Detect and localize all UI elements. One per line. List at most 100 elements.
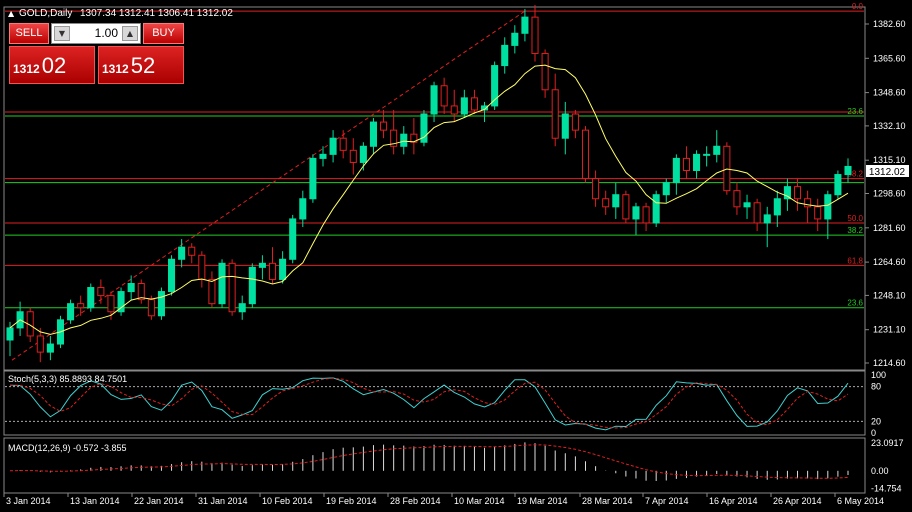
candle-body [753,202,761,224]
candle-body [36,335,44,353]
x-tick-label: 19 Feb 2014 [326,496,377,506]
candle-body [763,214,771,224]
candle-body [218,262,226,305]
lot-size-input[interactable]: ▼ 1.00 ▲ [51,23,141,44]
candle [581,126,590,183]
candle [561,101,569,155]
candle [652,190,660,227]
candle [804,190,812,223]
candle-body [329,137,337,155]
candle [814,198,822,232]
candle [713,130,721,163]
candle [521,9,529,42]
candle-body [581,129,590,180]
candle [511,25,519,54]
sell-price-pips: 02 [41,53,67,78]
stoch-tick-label: 20 [871,416,881,426]
candle-body [571,113,579,131]
candle-body [460,97,468,115]
candle-body [672,157,680,184]
candle-body [783,186,791,200]
candle-body [178,246,186,260]
candle-body [248,266,256,305]
buy-price-major: 1312 [102,62,129,76]
candle-body [632,206,640,220]
sell-price-major: 1312 [13,62,40,76]
candle [309,154,317,203]
lot-decrease-icon[interactable]: ▼ [54,26,70,41]
x-tick-label: 26 Apr 2014 [773,496,822,506]
candle [602,190,610,215]
macd-tick-label: 23.0917 [871,438,904,448]
candle [430,81,438,123]
candle [178,239,186,268]
candle-body [410,133,418,143]
ohlc-readout: 1307.34 1312.41 1306.41 1312.02 [80,8,233,19]
macd-signal-line [9,444,849,479]
chart-header-triangle-icon: ▲ [8,9,15,18]
x-tick-label: 28 Feb 2014 [390,496,441,506]
y-tick-label: 1231.10 [873,325,906,335]
y-tick-label: 1281.60 [873,223,906,233]
candle [723,142,731,195]
candle-body [228,262,236,313]
candle-body [168,258,176,293]
candle [592,170,600,207]
current-price-label: 1312.02 [869,167,906,178]
stoch-signal-line [9,377,849,429]
fib-level-label: 0.0 [852,2,864,11]
candle-body [440,85,448,107]
candle [440,77,448,114]
candle-body [390,129,398,147]
candle-body [602,198,610,208]
fib-level-label: 23.6 [847,107,863,116]
sell-price-button[interactable]: 131202 [9,46,95,84]
fib-level-label: 23.6 [847,299,863,308]
candle-body [652,194,660,224]
x-tick-label: 13 Jan 2014 [70,496,120,506]
candle-body [97,287,105,297]
candle-body [612,194,620,208]
moving-average-line [9,64,849,335]
candle [753,198,761,232]
candle [703,146,711,167]
sell-button[interactable]: SELL [9,23,49,44]
candle [67,299,75,324]
y-tick-label: 1348.60 [873,88,906,98]
candle [16,301,24,336]
lot-size-value[interactable]: 1.00 [94,26,118,40]
y-tick-label: 1298.60 [873,189,906,199]
candle [268,247,277,284]
candle [773,190,781,227]
x-tick-label: 22 Jan 2014 [134,496,184,506]
candle-body [642,206,650,224]
x-tick-label: 31 Jan 2014 [198,496,248,506]
x-tick-label: 19 Mar 2014 [517,496,568,506]
candle-body [147,299,155,317]
candle [137,279,145,304]
candle-body [359,145,367,163]
macd-tick-label: 0.00 [871,466,889,476]
stoch-tick-label: 0 [871,428,876,438]
candle [258,255,266,280]
candle-body [380,121,388,131]
candle [248,263,256,308]
candle-body [693,153,701,171]
buy-button[interactable]: BUY [143,23,184,44]
candle [369,118,377,155]
fib-level-label: 38.2 [847,226,863,235]
candle [349,138,357,175]
candle-body [793,186,802,200]
candle-body [521,16,529,34]
buy-price-button[interactable]: 131252 [98,46,184,84]
candle-body [6,327,14,341]
x-tick-label: 28 Mar 2014 [582,496,633,506]
candle [87,283,95,312]
y-tick-label: 1332.10 [873,121,906,131]
candle [420,109,428,147]
lot-increase-icon[interactable]: ▲ [122,26,138,41]
buy-price-pips: 52 [130,53,156,78]
candle-body [309,157,317,200]
candle-body [117,291,125,313]
